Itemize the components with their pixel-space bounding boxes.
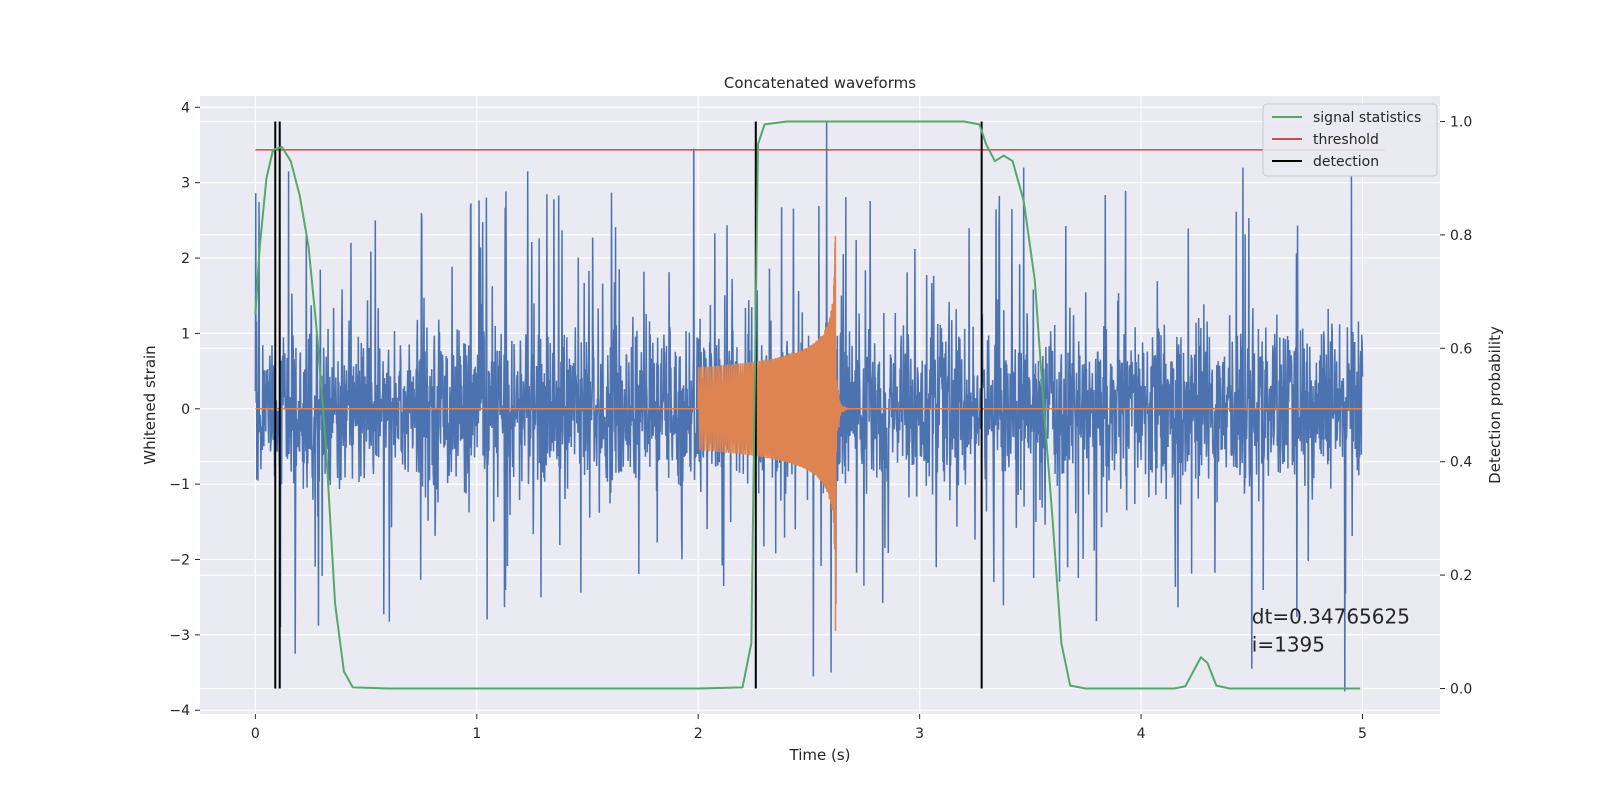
y-tick-label-right: 0.6: [1450, 341, 1472, 357]
chart-title: Concatenated waveforms: [724, 74, 916, 92]
x-tick-label: 1: [472, 726, 481, 742]
y-tick-label-left: −3: [169, 628, 190, 644]
legend-label-threshold: threshold: [1313, 132, 1379, 148]
legend-label-detection: detection: [1313, 154, 1379, 170]
x-tick-label: 5: [1358, 726, 1367, 742]
series-layer: [254, 120, 1385, 692]
y-tick-label-left: 1: [181, 326, 190, 342]
y-tick-label-right: 0.2: [1450, 568, 1472, 584]
y-tick-label-left: −4: [169, 703, 190, 719]
series-signal-statistics: [254, 120, 1361, 690]
y-tick-label-left: −2: [169, 553, 190, 569]
annotation-text: i=1395: [1252, 632, 1325, 656]
legend-label-signal-statistics: signal statistics: [1313, 110, 1421, 126]
y-tick-label-left: 4: [181, 100, 190, 116]
y-axis-label-right: Detection probability: [1486, 326, 1504, 484]
annotation-text: dt=0.34765625: [1252, 605, 1410, 629]
legend: signal statistics threshold detection: [1262, 103, 1438, 177]
x-axis-label: Time (s): [789, 746, 851, 764]
y-tick-label-left: 3: [181, 176, 190, 192]
series-injected-chirp: [255, 236, 1363, 632]
y-tick-label-right: 0.8: [1450, 228, 1472, 244]
x-tick-label: 3: [915, 726, 924, 742]
x-tick-label: 2: [694, 726, 703, 742]
y-tick-label-left: −1: [169, 477, 190, 493]
y-axis-label-left: Whitened strain: [141, 345, 159, 464]
x-tick-label: 0: [251, 726, 260, 742]
y-tick-label-left: 0: [181, 402, 190, 418]
legend-box: [1262, 103, 1438, 177]
y-tick-label-right: 1.0: [1450, 115, 1472, 131]
axes-layer: 0 1 2 3 4 5 −4 −3 −2 −1 0 1 2 3 4 0.0 0.2 0.4 0.6 0.8 1.0: [169, 100, 1472, 742]
y-tick-label-right: 0.4: [1450, 455, 1472, 471]
y-tick-label-left: 2: [181, 251, 190, 267]
annotations: dt=0.34765625 i=1395: [1252, 605, 1410, 657]
y-tick-label-right: 0.0: [1450, 681, 1472, 697]
x-tick-label: 4: [1137, 726, 1146, 742]
